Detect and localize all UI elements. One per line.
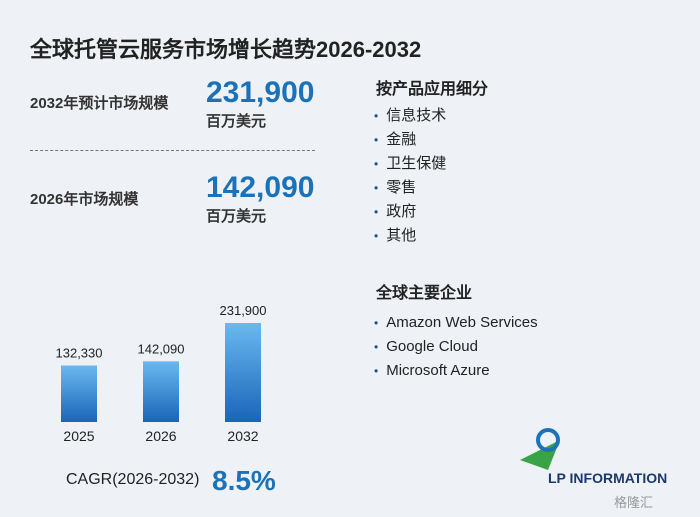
list-item: 政府 — [374, 200, 446, 224]
x-tick-label: 2032 — [227, 428, 258, 444]
logo: LP INFORMATION — [548, 470, 668, 486]
stat-unit: 百万美元 — [206, 113, 267, 130]
list-item: 卫生保健 — [374, 152, 446, 176]
cagr-label: CAGR(2026-2032) — [66, 471, 200, 488]
list-item: 信息技术 — [374, 104, 446, 128]
bar — [225, 323, 261, 422]
list-item: 其他 — [374, 224, 446, 248]
x-tick-label: 2025 — [63, 428, 94, 444]
list-item: 金融 — [374, 128, 446, 152]
list-item: Microsoft Azure — [374, 359, 538, 383]
stat-value: 142,090 — [206, 171, 315, 204]
segments-title: 按产品应用细分 — [376, 81, 489, 98]
cagr-value: 8.5% — [212, 465, 276, 496]
companies-list: Amazon Web ServicesGoogle CloudMicrosoft… — [374, 311, 538, 383]
logo-mark — [536, 428, 560, 452]
list-item: Google Cloud — [374, 335, 538, 359]
value-label: 132,330 — [56, 346, 103, 361]
watermark: 格隆汇 — [614, 495, 654, 510]
stat-label: 2032年预计市场规模 — [30, 95, 169, 112]
list-item: 零售 — [374, 176, 446, 200]
stat-value: 231,900 — [206, 76, 315, 109]
bar — [61, 365, 97, 422]
bar — [143, 361, 179, 422]
segments-list: 信息技术金融卫生保健零售政府其他 — [374, 104, 446, 248]
value-label: 142,090 — [138, 341, 185, 356]
title: 全球托管云服务市场增长趋势2026-2032 — [30, 37, 422, 62]
companies-title: 全球主要企业 — [376, 285, 473, 302]
list-item: Amazon Web Services — [374, 311, 537, 335]
x-tick-label: 2026 — [145, 428, 176, 444]
logo-mark — [520, 440, 560, 470]
divider — [30, 150, 315, 151]
value-label: 231,900 — [220, 303, 267, 318]
stat-unit: 百万美元 — [206, 208, 267, 225]
stat-label: 2026年市场规模 — [30, 191, 139, 208]
